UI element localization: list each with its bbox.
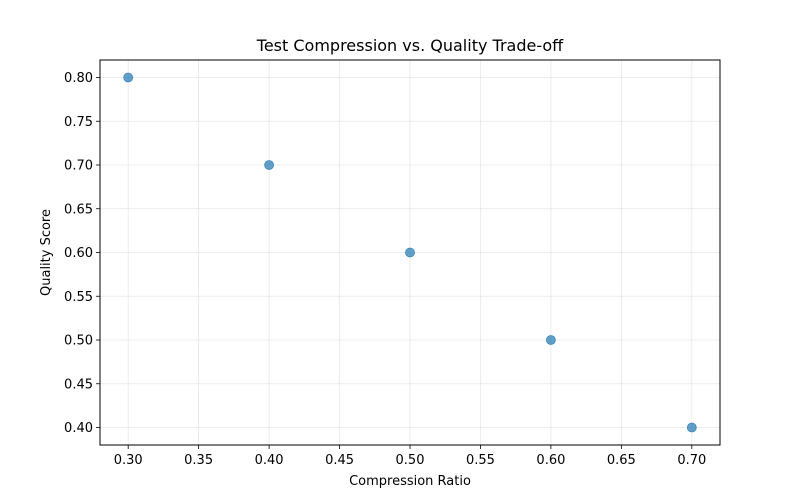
- x-tick-label: 0.65: [607, 453, 636, 468]
- y-tick-label: 0.75: [64, 115, 93, 130]
- data-point: [546, 335, 556, 345]
- y-tick-label: 0.80: [64, 71, 93, 86]
- y-tick-label: 0.50: [64, 334, 93, 349]
- data-points: [123, 72, 697, 433]
- x-tick-label: 0.35: [184, 453, 213, 468]
- data-point: [405, 247, 415, 258]
- y-axis-label: Quality Score: [39, 209, 54, 296]
- chart-title: Test Compression vs. Quality Trade-off: [256, 36, 564, 55]
- y-tick-label: 0.70: [64, 159, 93, 174]
- y-tick-label: 0.40: [64, 421, 93, 436]
- x-axis: 0.30 0.35 0.40 0.45 0.50 0.55 0.60 0.65 0.70: [114, 445, 706, 468]
- x-tick-label: 0.45: [325, 453, 354, 468]
- x-tick-label: 0.70: [677, 453, 706, 468]
- x-tick-label: 0.60: [536, 453, 565, 468]
- y-tick-label: 0.65: [64, 202, 93, 217]
- y-axis: 0.40 0.45 0.50 0.55 0.60 0.65 0.70 0.75 0.80: [64, 71, 100, 436]
- data-point: [264, 160, 274, 170]
- x-tick-label: 0.50: [396, 453, 425, 468]
- data-point: [686, 422, 697, 433]
- x-tick-label: 0.30: [114, 453, 143, 468]
- plot-frame: [99, 59, 721, 446]
- x-tick-label: 0.40: [255, 453, 284, 468]
- x-axis-label: Compression Ratio: [349, 474, 471, 489]
- y-tick-label: 0.60: [64, 246, 93, 261]
- y-tick-label: 0.45: [64, 377, 93, 392]
- data-point: [123, 72, 134, 83]
- y-tick-label: 0.55: [64, 290, 93, 305]
- x-tick-label: 0.55: [466, 453, 495, 468]
